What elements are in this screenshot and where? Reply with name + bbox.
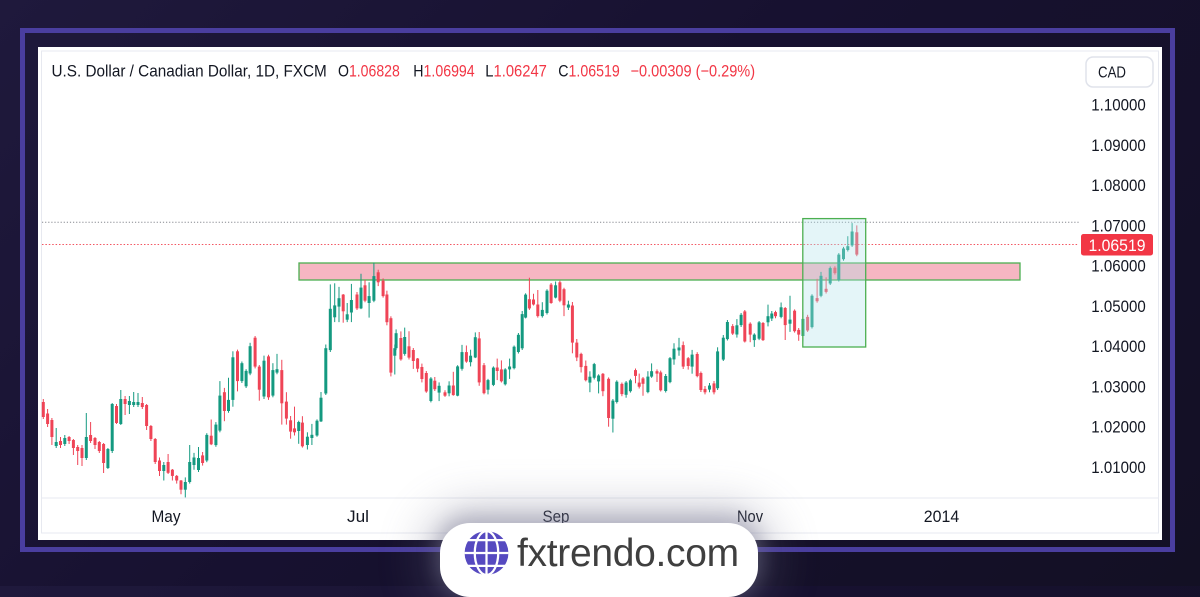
svg-text:1.09000: 1.09000 bbox=[1091, 137, 1146, 155]
svg-text:1.02000: 1.02000 bbox=[1091, 419, 1146, 437]
svg-text:U.S. Dollar / Canadian Dollar,: U.S. Dollar / Canadian Dollar, 1D, FXCM bbox=[52, 62, 327, 80]
svg-text:L1.06247: L1.06247 bbox=[485, 62, 547, 80]
svg-text:Jul: Jul bbox=[347, 508, 369, 526]
svg-text:1.05000: 1.05000 bbox=[1091, 298, 1146, 316]
svg-text:1.04000: 1.04000 bbox=[1091, 338, 1146, 356]
svg-text:1.07000: 1.07000 bbox=[1091, 217, 1146, 235]
svg-text:1.01000: 1.01000 bbox=[1091, 459, 1146, 477]
svg-text:1.08000: 1.08000 bbox=[1091, 177, 1146, 195]
svg-text:−0.00309 (−0.29%): −0.00309 (−0.29%) bbox=[631, 62, 756, 80]
svg-text:C1.06519: C1.06519 bbox=[558, 62, 620, 80]
svg-text:2014: 2014 bbox=[924, 508, 959, 526]
svg-text:Sep: Sep bbox=[543, 508, 570, 526]
svg-text:1.03000: 1.03000 bbox=[1091, 378, 1146, 396]
svg-text:1.06000: 1.06000 bbox=[1091, 258, 1146, 276]
svg-text:1.06519: 1.06519 bbox=[1089, 237, 1146, 255]
svg-text:May: May bbox=[152, 508, 182, 526]
svg-text:1.10000: 1.10000 bbox=[1091, 97, 1146, 115]
svg-text:CAD: CAD bbox=[1098, 65, 1126, 82]
svg-text:Nov: Nov bbox=[737, 508, 764, 526]
svg-text:O1.06828: O1.06828 bbox=[338, 62, 400, 80]
svg-text:H1.06994: H1.06994 bbox=[413, 62, 474, 80]
